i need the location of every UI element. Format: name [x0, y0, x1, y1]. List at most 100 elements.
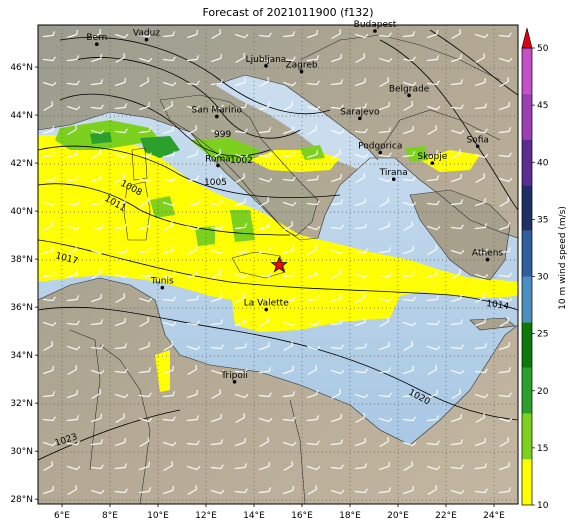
wind-barb	[235, 77, 246, 87]
wind-barb	[307, 245, 317, 255]
wind-barbs	[42, 29, 513, 495]
map-frame	[37, 24, 519, 505]
wind-barb	[427, 245, 437, 255]
city-label: Podgorica	[358, 141, 402, 151]
colorbar-segment	[522, 185, 532, 231]
lon-tick-label: 10°E	[147, 511, 169, 521]
wind-barb	[235, 437, 246, 447]
wind-barb	[210, 224, 224, 230]
wind-barb	[187, 29, 198, 39]
wind-barb	[331, 269, 341, 279]
wind-barb	[474, 103, 488, 110]
wind-barb	[163, 321, 177, 327]
wind-barb	[475, 293, 485, 303]
wind-barb	[379, 297, 393, 303]
wind-barb	[451, 489, 465, 495]
wind-barb	[187, 389, 198, 399]
wind-barb	[187, 245, 197, 255]
wind-barb	[354, 103, 368, 110]
wind-barb	[162, 176, 176, 182]
wind-barb	[355, 413, 365, 423]
wind-barb	[235, 273, 249, 279]
city-dot	[475, 144, 480, 149]
wind-barb	[450, 79, 464, 86]
wind-barb	[187, 225, 201, 231]
wind-barb	[499, 461, 510, 471]
wind-barb	[90, 224, 104, 230]
wind-barb	[427, 365, 437, 375]
wind-barb	[235, 173, 245, 183]
wind-barb	[402, 271, 416, 278]
wind-barb	[138, 487, 152, 494]
wind-barb	[67, 365, 77, 375]
wind-barb	[499, 77, 509, 87]
wind-barb	[475, 153, 489, 159]
isobar-label: 1014	[486, 299, 510, 312]
adriatic-sea	[215, 75, 378, 170]
wind-barb	[331, 29, 341, 39]
wind-barb	[114, 248, 128, 254]
wind-barb	[258, 152, 272, 158]
wind-barb	[330, 104, 344, 110]
wind-barb	[498, 367, 512, 374]
wind-barb	[378, 392, 392, 398]
wind-barb	[139, 461, 150, 471]
wind-barb	[91, 129, 105, 135]
wind-barb	[331, 249, 345, 255]
lon-tick-label: 14°E	[243, 511, 265, 521]
wind-barb	[427, 29, 438, 39]
wind-barb	[162, 391, 176, 398]
city-dot	[407, 93, 411, 98]
city-dot	[378, 150, 383, 155]
wind-barb	[427, 485, 437, 495]
wind-barb	[187, 105, 201, 111]
wind-barb	[90, 344, 104, 350]
wind-barb	[91, 293, 102, 303]
wind-barb	[427, 269, 438, 279]
wind-barb	[186, 415, 200, 422]
city-label: Zagreb	[285, 61, 317, 71]
wind-barb	[259, 197, 269, 207]
wind-barb	[163, 201, 177, 207]
wind-barb	[379, 77, 389, 87]
wind-barb	[67, 245, 77, 255]
wind-barb	[67, 29, 78, 39]
wind-barb	[498, 272, 512, 278]
wind-barb	[67, 465, 81, 471]
wind-barb	[378, 32, 392, 38]
wind-barb	[210, 104, 224, 110]
wind-barb	[427, 105, 441, 111]
wind-barb	[115, 53, 125, 63]
wind-barb	[498, 127, 512, 134]
colorbar-segment	[522, 139, 532, 186]
wind-barb	[499, 341, 510, 351]
wind-barb	[42, 271, 56, 278]
city-dot	[358, 116, 362, 121]
wind-barb	[403, 125, 414, 135]
wind-barb	[91, 489, 105, 495]
wind-barb	[282, 151, 296, 158]
wind-barb	[187, 149, 198, 159]
wind-barb	[187, 125, 197, 135]
wind-barb	[426, 440, 440, 446]
lat-tick-label: 46°N	[10, 63, 33, 73]
wind-barb	[355, 293, 365, 303]
city-label: Ljubljana	[246, 55, 287, 65]
wind-barb	[139, 77, 149, 87]
wind-barb	[355, 77, 366, 87]
wind-barb	[282, 56, 296, 62]
city-dot	[216, 163, 220, 168]
wind-barb	[67, 225, 81, 231]
wind-barb	[91, 53, 102, 63]
wind-barb	[427, 225, 441, 231]
wind-barb	[259, 461, 270, 471]
wind-barb	[306, 55, 320, 62]
colorbar-tick-label: 25	[537, 330, 548, 340]
colorbar-segment	[522, 459, 532, 505]
isobar-label: 999	[214, 130, 231, 140]
wind-barb	[186, 175, 200, 182]
wind-barb	[138, 392, 152, 398]
wind-barb	[210, 79, 224, 86]
wind-barb	[114, 463, 128, 470]
wind-barb	[211, 389, 221, 399]
